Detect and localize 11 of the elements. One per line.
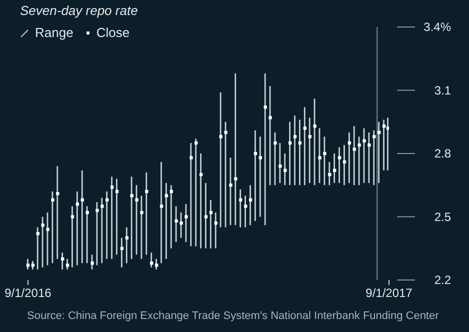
y-tick-label: 2.8 <box>434 146 452 160</box>
source-note: Source: China Foreign Exchange Trade System's National Interbank Funding Center <box>27 310 439 322</box>
x-tick-label: 9/1/2016 <box>4 286 52 300</box>
y-tick-label: 2.2 <box>434 273 452 287</box>
y-tick-label: 3.1 <box>434 83 452 98</box>
y-tick-label: 3.4% <box>424 20 452 34</box>
legend-label: Close <box>96 25 130 40</box>
x-tick-label: 9/1/2017 <box>366 286 413 300</box>
chart-title: Seven-day repo rate <box>20 3 138 18</box>
y-tick-label: 2.5 <box>434 210 452 224</box>
legend-label: Range <box>35 25 74 40</box>
